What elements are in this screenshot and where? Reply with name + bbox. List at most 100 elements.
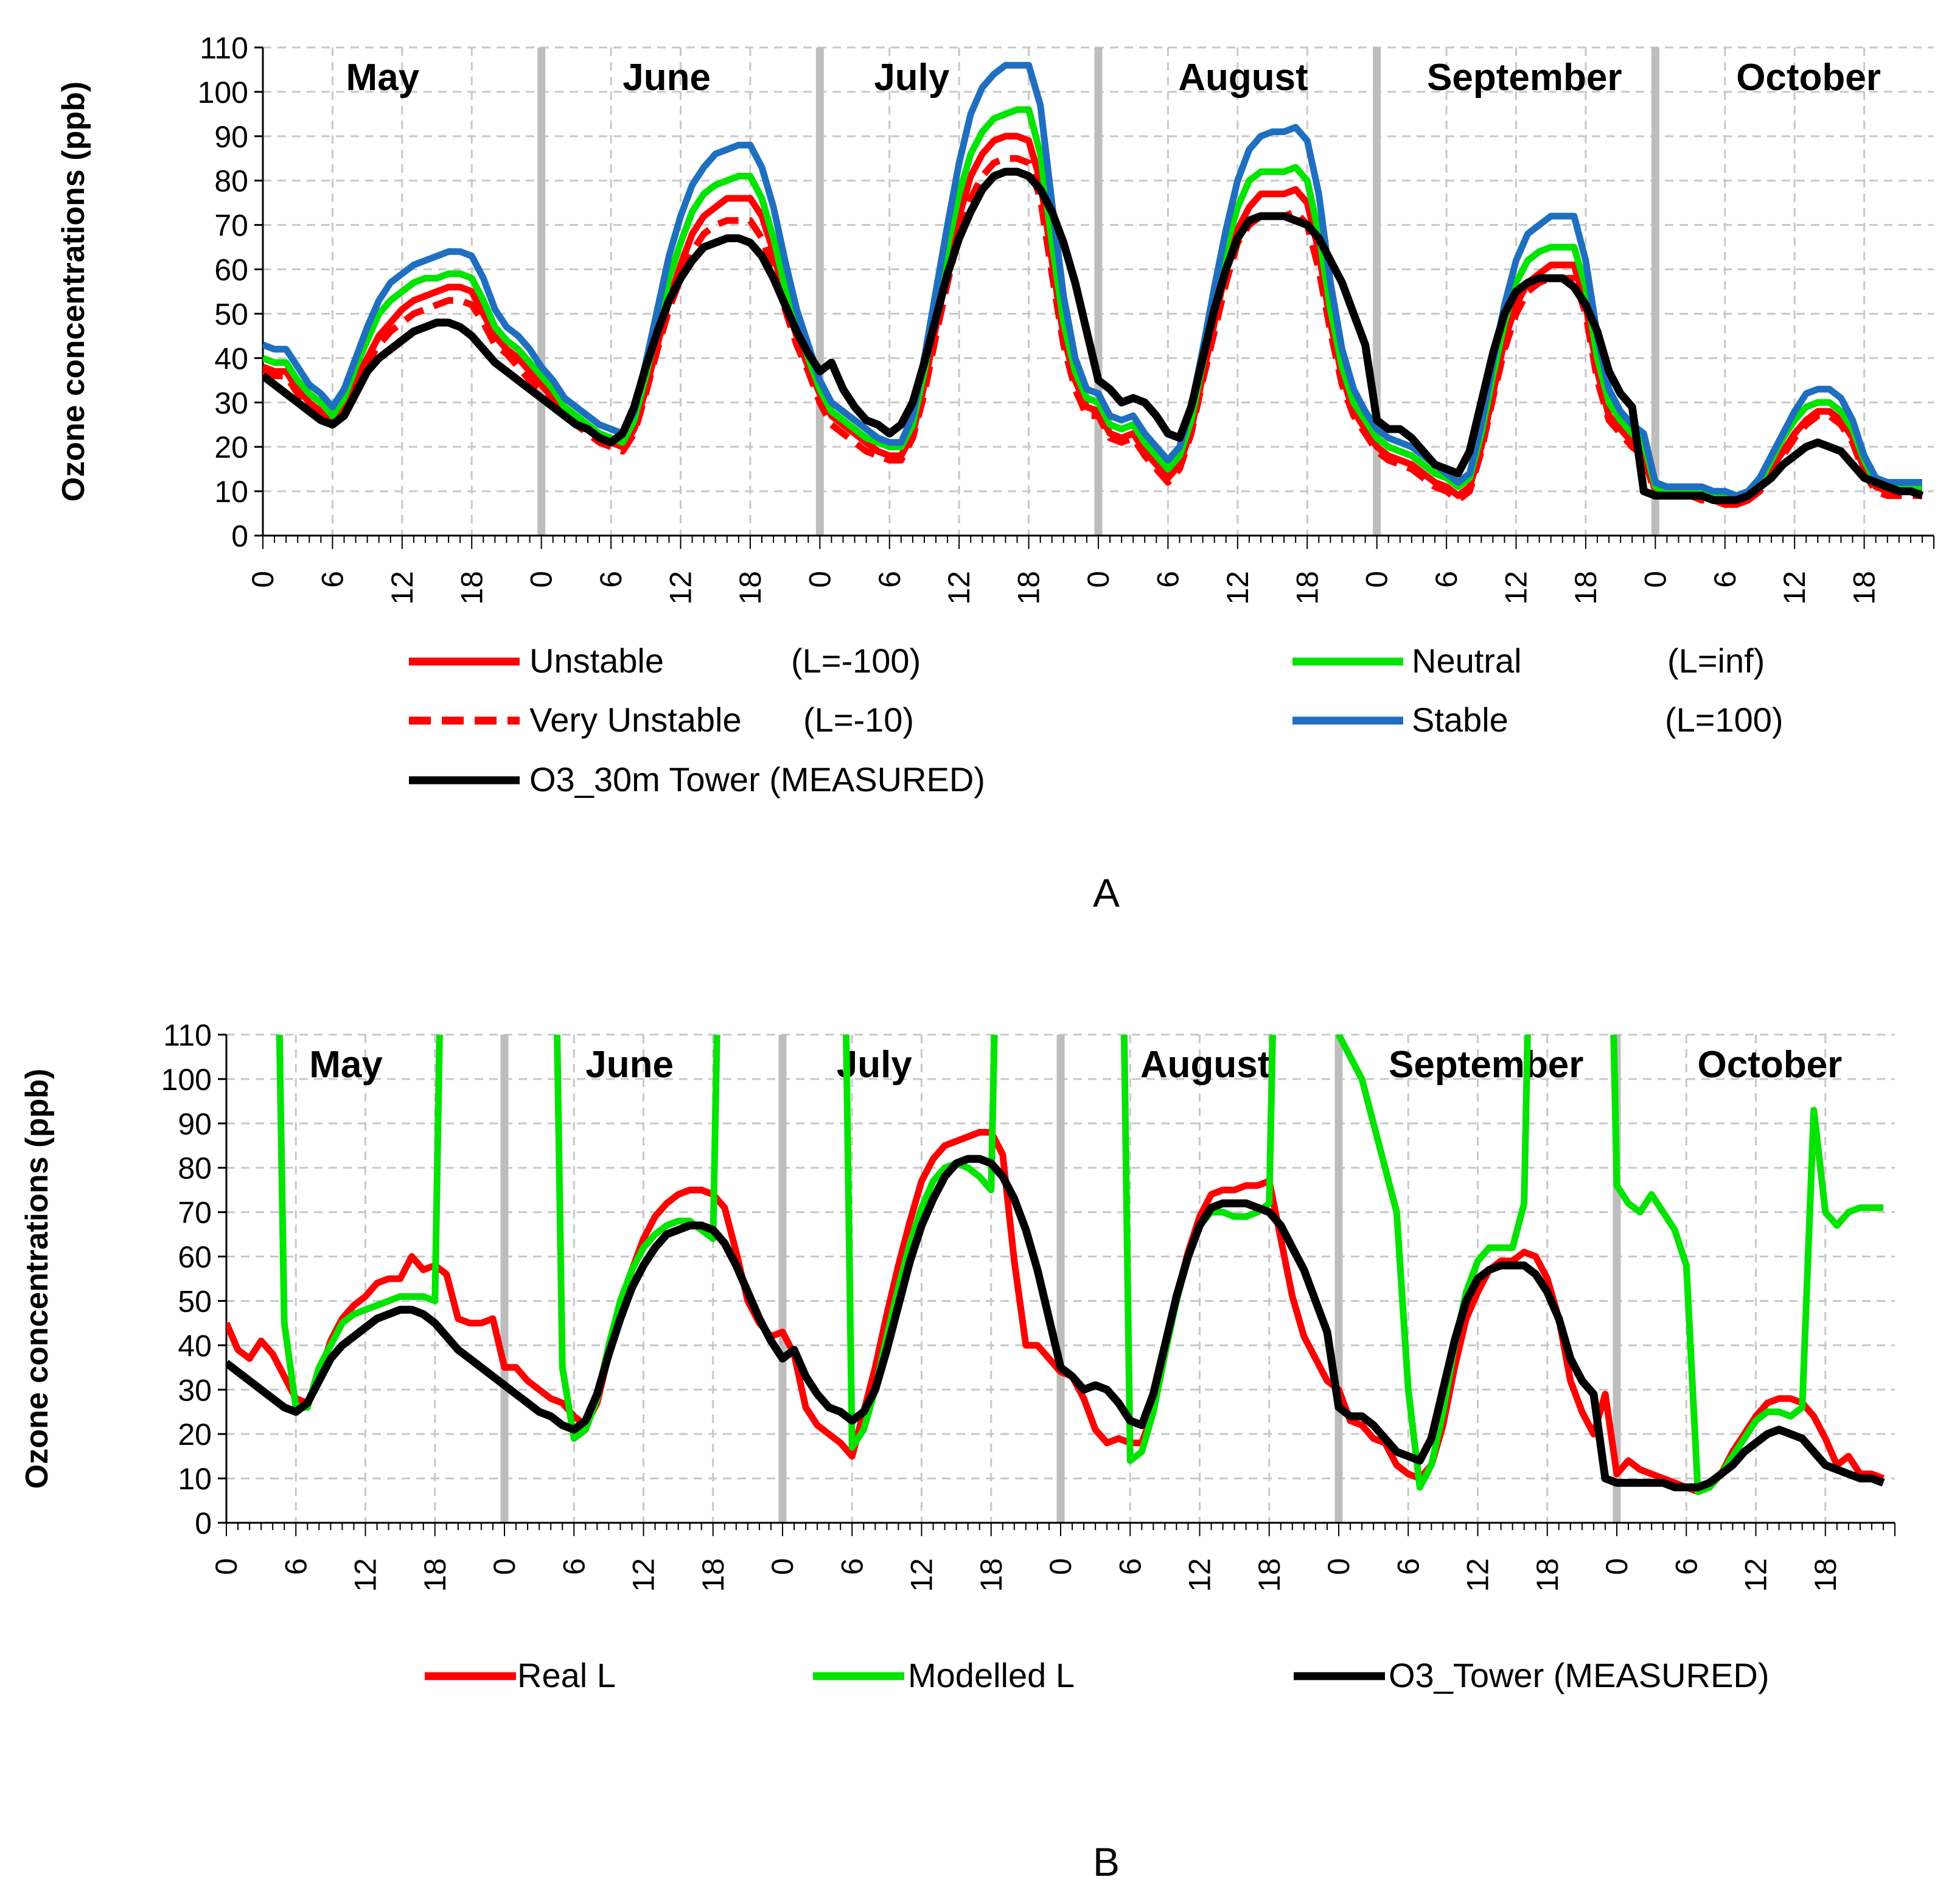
x-tick-label: 18 [696, 1558, 730, 1592]
month-label: October [1736, 57, 1881, 99]
y-tick-label: 20 [214, 430, 248, 464]
y-tick-label: 100 [198, 75, 248, 110]
x-tick-label: 0 [487, 1558, 521, 1575]
y-tick-label: 20 [178, 1417, 212, 1452]
x-tick-label: 18 [455, 571, 489, 605]
gridlines [263, 46, 1934, 536]
y-tick-label: 10 [214, 475, 248, 509]
panel-label: A [1093, 870, 1120, 915]
x-tick-label: 18 [1847, 571, 1882, 605]
x-tick-label: 6 [835, 1558, 869, 1575]
legend-label: Real L [517, 1656, 616, 1694]
y-tick-label: 110 [163, 1018, 212, 1052]
x-tick-label: 0 [1600, 1558, 1634, 1575]
x-tick-label: 0 [1044, 1558, 1078, 1575]
x-tick-label: 0 [1322, 1558, 1356, 1575]
x-tick-label: 18 [733, 571, 767, 605]
month-label: October [1697, 1044, 1842, 1086]
x-tick-label: 0 [766, 1558, 800, 1575]
month-label: September [1427, 57, 1622, 99]
x-tick-label: 6 [1669, 1558, 1703, 1575]
x-tick-label: 6 [557, 1558, 591, 1575]
x-tick-label: 6 [873, 571, 907, 588]
x-tick-label: 18 [1808, 1558, 1843, 1592]
month-label: August [1178, 57, 1308, 99]
legend-param: (L=-10) [803, 701, 914, 739]
x-tick-label: 12 [1499, 571, 1533, 605]
x-tick-label: 12 [1221, 571, 1255, 605]
y-tick-label: 80 [214, 164, 248, 198]
x-tick-label: 6 [1151, 571, 1185, 588]
month-label: May [346, 57, 419, 99]
legend: Unstable (L=-100) Neutral (L=inf) Very Unsta… [409, 641, 1784, 799]
x-tick-label: 12 [664, 571, 698, 605]
x-tick-label: 12 [349, 1558, 383, 1592]
x-tick-label: 6 [1708, 571, 1742, 588]
x-tick-label: 18 [974, 1558, 1008, 1592]
month-label: August [1140, 1044, 1271, 1086]
x-tick-label: 18 [1530, 1558, 1564, 1592]
x-tick-label: 6 [279, 1558, 313, 1575]
x-tick-label: 18 [1252, 1558, 1286, 1592]
month-label: May [309, 1044, 383, 1086]
y-axis-title: Ozone concentrations (ppb) [56, 82, 91, 502]
month-label: September [1389, 1044, 1583, 1086]
y-tick-label: 0 [231, 519, 248, 553]
legend-label: Stable [1412, 701, 1508, 739]
x-tick-label: 0 [803, 571, 837, 588]
legend: Real L Modelled L O3_Tower (MEASURED) [425, 1656, 1769, 1694]
x-tick-label: 12 [627, 1558, 661, 1592]
x-tick-label: 6 [1391, 1558, 1425, 1575]
month-label: June [585, 1044, 674, 1086]
y-tick-label: 110 [200, 31, 248, 65]
x-tick-label: 0 [246, 571, 280, 588]
x-tick-label: 6 [1429, 571, 1463, 588]
x-tick-label: 6 [1113, 1558, 1147, 1575]
series-line-stable [263, 61, 1922, 499]
legend-label: Modelled L [908, 1656, 1075, 1694]
legend-label: O3_Tower (MEASURED) [1389, 1656, 1769, 1694]
legend-label: O3_30m Tower (MEASURED) [529, 760, 985, 799]
x-tick-label: 0 [525, 571, 559, 588]
series-lines [226, 1035, 1885, 1495]
y-tick-label: 50 [178, 1284, 212, 1318]
y-tick-label: 60 [214, 253, 248, 287]
series-line-real [226, 1128, 1885, 1495]
y-tick-label: 100 [161, 1063, 212, 1097]
y-tick-label: 30 [214, 386, 248, 420]
x-tick-label: 0 [209, 1558, 243, 1575]
y-tick-label: 80 [178, 1152, 212, 1186]
x-tick-label: 12 [905, 1558, 939, 1592]
y-axis-title: Ozone concentrations (ppb) [19, 1069, 55, 1489]
x-tick-label: 0 [1638, 571, 1672, 588]
y-tick-label: 90 [178, 1107, 212, 1141]
legend-label: Neutral [1412, 641, 1522, 680]
legend-param: (L=-100) [791, 641, 921, 680]
series-lines [263, 61, 1924, 508]
x-tick-label: 0 [1081, 571, 1115, 588]
y-tick-label: 50 [214, 297, 248, 331]
x-tick-label: 12 [1183, 1558, 1217, 1592]
x-tick-label: 18 [418, 1558, 452, 1592]
month-label: June [623, 57, 711, 99]
series-line-very_unstable [263, 155, 1922, 508]
x-tick-label: 6 [315, 571, 349, 588]
x-tick-label: 12 [1777, 571, 1812, 605]
gridlines [226, 1033, 1895, 1523]
x-tick-label: 12 [385, 571, 419, 605]
month-label: July [874, 57, 950, 99]
y-tick-label: 40 [214, 341, 248, 376]
x-tick-label: 0 [1360, 571, 1394, 588]
x-tick-label: 18 [1290, 571, 1324, 605]
legend-label: Unstable [529, 641, 664, 680]
y-tick-label: 40 [178, 1329, 212, 1363]
x-tick-label: 12 [1461, 1558, 1495, 1592]
series-line-measured [226, 1155, 1885, 1492]
y-tick-label: 60 [178, 1240, 212, 1274]
panel-label: B [1093, 1839, 1120, 1884]
x-tick-label: 12 [942, 571, 976, 605]
